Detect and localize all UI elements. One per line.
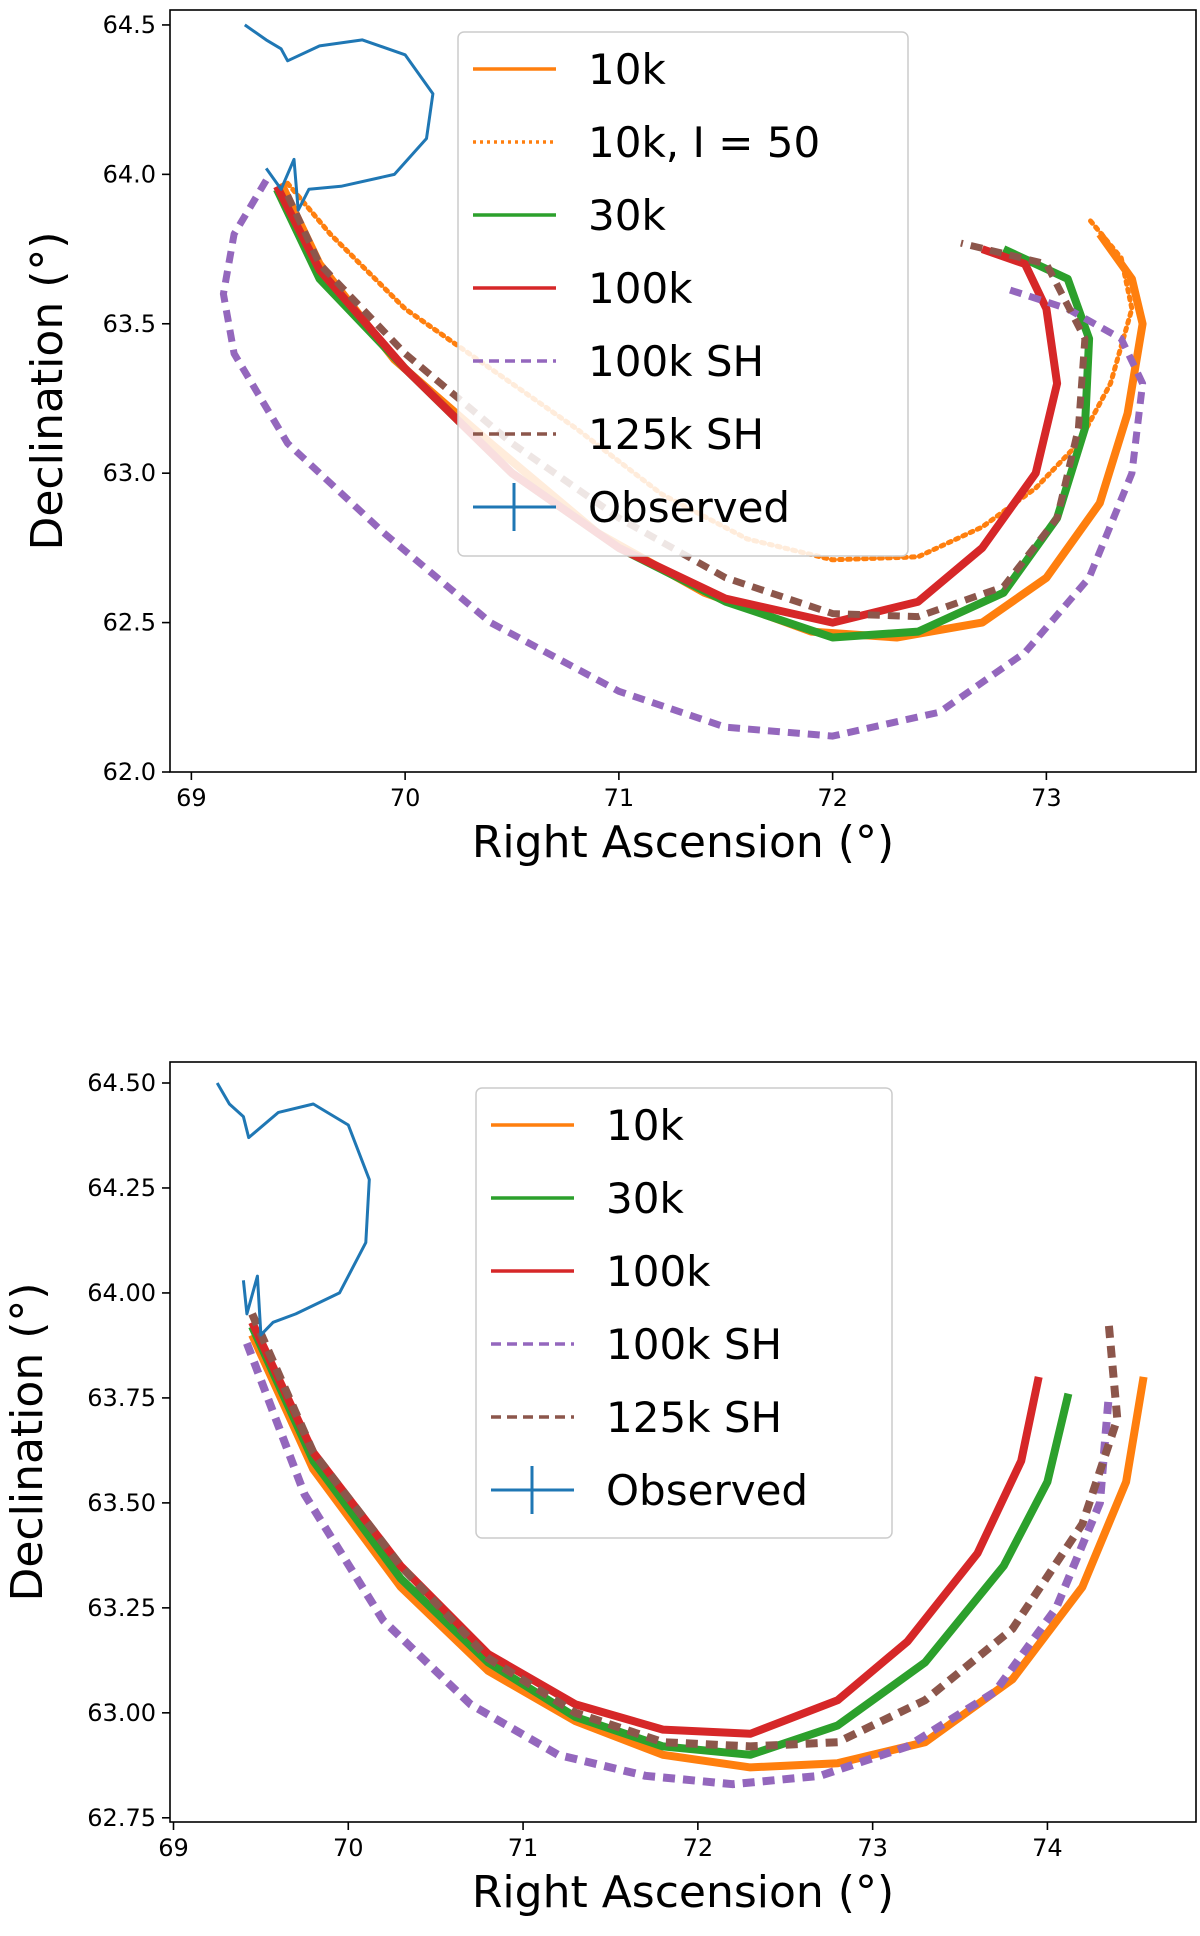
legend-label-10k-i-50: 10k, I = 50	[588, 118, 820, 167]
y-tick-label: 63.75	[87, 1384, 156, 1412]
x-tick-label: 71	[604, 784, 635, 812]
x-tick-label: 72	[683, 1834, 714, 1862]
series-line-125k-sh	[248, 1312, 1122, 1751]
legend-label-10k: 10k	[606, 1101, 684, 1150]
legend-label-125k-sh: 125k SH	[606, 1393, 782, 1442]
x-tick-label: 72	[817, 784, 848, 812]
x-tick-label: 69	[176, 784, 207, 812]
y-tick-label: 64.0	[103, 160, 156, 188]
legend-label-100k-sh: 100k SH	[606, 1320, 782, 1369]
legend-label-30k: 30k	[588, 191, 666, 240]
x-tick-label: 74	[1032, 1834, 1063, 1862]
x-tick-label: 69	[158, 1834, 189, 1862]
y-tick-label: 62.5	[103, 609, 156, 637]
series-line-100k-sh	[219, 178, 1147, 740]
legend: 10k 10k, I = 50 30k 100k 100k SH 125k SH Obser…	[457, 31, 909, 557]
y-tick-label: 62.0	[103, 758, 156, 786]
legend-label-100k-sh: 100k SH	[588, 337, 764, 386]
y-axis-label: Declination (°)	[2, 1282, 53, 1601]
y-tick-label: 62.75	[87, 1804, 156, 1832]
y-tick-label: 64.00	[87, 1279, 156, 1307]
legend-label-10k: 10k	[588, 45, 666, 94]
series-line-observed	[243, 23, 435, 212]
y-tick-label: 63.0	[103, 459, 156, 487]
y-tick-label: 64.50	[87, 1069, 156, 1097]
legend-label-observed: Observed	[606, 1466, 808, 1515]
y-tick-label: 63.5	[103, 310, 156, 338]
top-chart-svg: 69 70 71 72 73 62.0 62.5 63.0 63.5 64.0 64.5 Right …	[22, 9, 1197, 868]
x-axis-label: Right Ascension (°)	[472, 817, 894, 868]
legend-label-observed: Observed	[588, 483, 790, 532]
series-line-observed	[215, 1082, 371, 1337]
axes-frame	[169, 9, 1197, 773]
plot-area	[219, 23, 1147, 740]
plot-area	[215, 1082, 1148, 1789]
series-line-10k	[248, 1333, 1148, 1772]
series-line-30k	[248, 1324, 1073, 1759]
y-tick-label: 63.25	[87, 1594, 156, 1622]
bottom-chart-svg: 69 70 71 72 73 74 62.75 63.00 63.25 63.50 63.75 64.…	[2, 1061, 1197, 1918]
legend-box	[475, 1087, 893, 1539]
legend-label-100k: 100k	[588, 264, 693, 313]
series-line-100k-sh	[243, 1341, 1113, 1789]
x-tick-label: 73	[1031, 784, 1062, 812]
x-tick-label: 70	[333, 1834, 364, 1862]
x-tick-label: 73	[857, 1834, 888, 1862]
legend-label-30k: 30k	[606, 1174, 684, 1223]
x-axis-label: Right Ascension (°)	[472, 1867, 894, 1918]
legend-box	[457, 31, 909, 557]
top-chart: 69 70 71 72 73 62.0 62.5 63.0 63.5 64.0 64.5 Right …	[0, 0, 1200, 930]
axes-frame	[169, 1061, 1197, 1823]
y-axis-label: Declination (°)	[22, 231, 73, 550]
y-tick-label: 63.00	[87, 1699, 156, 1727]
legend-label-100k: 100k	[606, 1247, 711, 1296]
series-line-125k-sh	[284, 193, 1089, 621]
y-tick-label: 64.5	[103, 11, 156, 39]
x-tick-label: 70	[390, 784, 421, 812]
y-tick-label: 64.25	[87, 1174, 156, 1202]
y-tick-label: 63.50	[87, 1489, 156, 1517]
legend-label-125k-sh: 125k SH	[588, 410, 764, 459]
x-tick-label: 71	[508, 1834, 539, 1862]
legend: 10k 30k 100k 100k SH 125k SH Observed	[475, 1087, 893, 1539]
bottom-chart: 69 70 71 72 73 74 62.75 63.00 63.25 63.50 63.75 64.…	[0, 1000, 1200, 1936]
